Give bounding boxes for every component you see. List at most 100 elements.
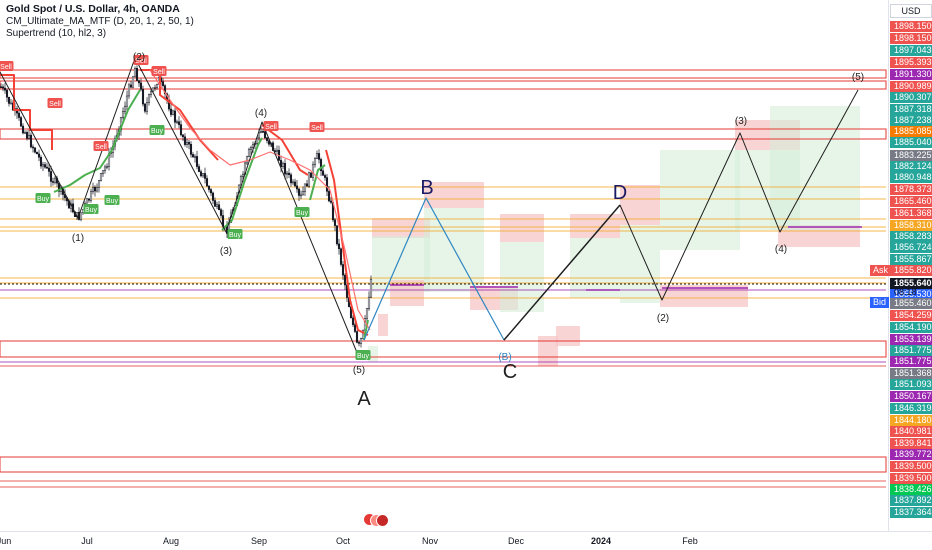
candle-body: [285, 172, 289, 175]
supply-zone: [372, 218, 430, 238]
candle-body: [169, 108, 173, 115]
price-label: 1895.393: [890, 57, 932, 68]
candle-body: [267, 140, 271, 145]
candle-body: [305, 183, 309, 187]
price-label: 1839.500: [890, 461, 932, 472]
candle-body: [359, 338, 363, 344]
price-label: 1851.368: [890, 368, 932, 379]
price-label: 1865.460: [890, 196, 932, 207]
wave-label: B: [420, 177, 433, 199]
signal-box: [35, 193, 51, 203]
candle-body: [41, 164, 45, 167]
candle-body: [295, 185, 299, 190]
candle-body: [203, 173, 207, 179]
candle-body: [33, 147, 37, 153]
candle-body: [131, 76, 135, 88]
signal-box: [47, 98, 63, 108]
signal-box: [83, 204, 99, 214]
time-axis-border: [0, 531, 932, 532]
candle-body: [191, 154, 195, 158]
currency-button[interactable]: USD: [890, 4, 932, 18]
time-tick: Dec: [507, 536, 525, 546]
candle-body: [321, 170, 325, 176]
wave-label: (4): [775, 244, 787, 255]
candle-body: [341, 264, 345, 276]
candle-body: [325, 177, 329, 192]
candle-body: [367, 296, 371, 309]
signal-box: [104, 195, 120, 205]
demand-zone: [620, 225, 660, 303]
candle-body: [183, 136, 187, 145]
supertrend-up: [363, 319, 369, 341]
resistance-box: [0, 69, 887, 79]
demand-zone: [500, 242, 544, 312]
price-label: 1844.180: [890, 415, 932, 426]
wave-label: (2): [133, 52, 145, 63]
candle-body: [303, 183, 307, 192]
candle-body: [205, 178, 209, 187]
candle-body: [213, 200, 217, 207]
ask-label: Ask: [870, 265, 892, 276]
wave-label: (2): [657, 313, 669, 324]
candle-body: [309, 172, 313, 178]
supertrend-up: [309, 164, 326, 201]
candle-body: [265, 137, 269, 141]
candle-body: [135, 68, 139, 81]
indicator-ma[interactable]: CM_Ultimate_MA_MTF (D, 20, 1, 2, 50, 1): [6, 15, 194, 27]
candle-body: [127, 84, 131, 97]
price-label: 1854.190: [890, 322, 932, 333]
candle-body: [7, 96, 11, 104]
candle-body: [199, 171, 203, 177]
events-icon[interactable]: [364, 514, 389, 527]
buy-sell-signals: Sell Sell Sell Sell Sell Sell Sell Buy Buy Buy Buy…: [0, 55, 371, 360]
candle-body: [279, 160, 283, 167]
candle-body: [355, 331, 359, 343]
time-tick: Sep: [250, 536, 268, 546]
price-label: 1885.085: [890, 126, 932, 137]
candle-body: [185, 142, 189, 145]
forecast-zones: [368, 106, 860, 366]
candle-body: [1, 86, 5, 89]
wave-label: (3): [735, 116, 747, 127]
sell-signal: Sell: [93, 141, 109, 151]
time-tick: Aug: [162, 536, 180, 546]
candle-body: [315, 153, 319, 159]
candle-body: [143, 103, 147, 112]
price-label: 1855.820: [890, 265, 932, 276]
candle-body: [357, 342, 361, 344]
candle-body: [89, 191, 93, 201]
candle-body: [171, 110, 175, 115]
candle-body: [181, 134, 185, 138]
candle-body: [95, 187, 99, 192]
candle-body: [317, 153, 321, 160]
price-label: 1856.724: [890, 242, 932, 253]
candle-body: [37, 153, 41, 158]
candle-body: [327, 191, 331, 202]
candle-body: [27, 134, 31, 139]
signal-box: [151, 66, 167, 76]
indicator-supertrend[interactable]: Supertrend (10, hl2, 3): [6, 28, 107, 39]
candle-body: [45, 166, 49, 169]
price-label: 1851.775: [890, 345, 932, 356]
price-label: 1882.124: [890, 161, 932, 172]
bid-label: Bid: [870, 297, 890, 308]
wave-label: (5): [852, 72, 864, 83]
signal-label: Sell: [311, 125, 323, 132]
candle-body: [47, 167, 51, 172]
candle-body: [339, 248, 343, 265]
price-label: 1837.364: [890, 507, 932, 518]
supertrend-down: [325, 149, 369, 336]
candle-body: [247, 149, 251, 157]
candle-body: [35, 151, 39, 155]
buy-signal: Buy: [83, 204, 99, 214]
candle-body: [261, 131, 265, 133]
candle-body: [215, 204, 219, 207]
candle-body: [93, 186, 97, 192]
sell-signal: Sell: [309, 122, 325, 132]
candle-body: [79, 212, 83, 220]
candle-body: [369, 279, 373, 298]
signal-label: Sell: [49, 101, 61, 108]
wave-path-cd: [503, 204, 621, 341]
time-tick: 2024: [590, 536, 612, 546]
